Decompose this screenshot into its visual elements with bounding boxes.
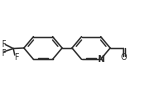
Text: O: O xyxy=(121,53,127,62)
Text: N: N xyxy=(97,55,104,64)
Text: F: F xyxy=(1,40,5,49)
Text: F: F xyxy=(14,53,18,62)
Text: F: F xyxy=(1,49,5,58)
